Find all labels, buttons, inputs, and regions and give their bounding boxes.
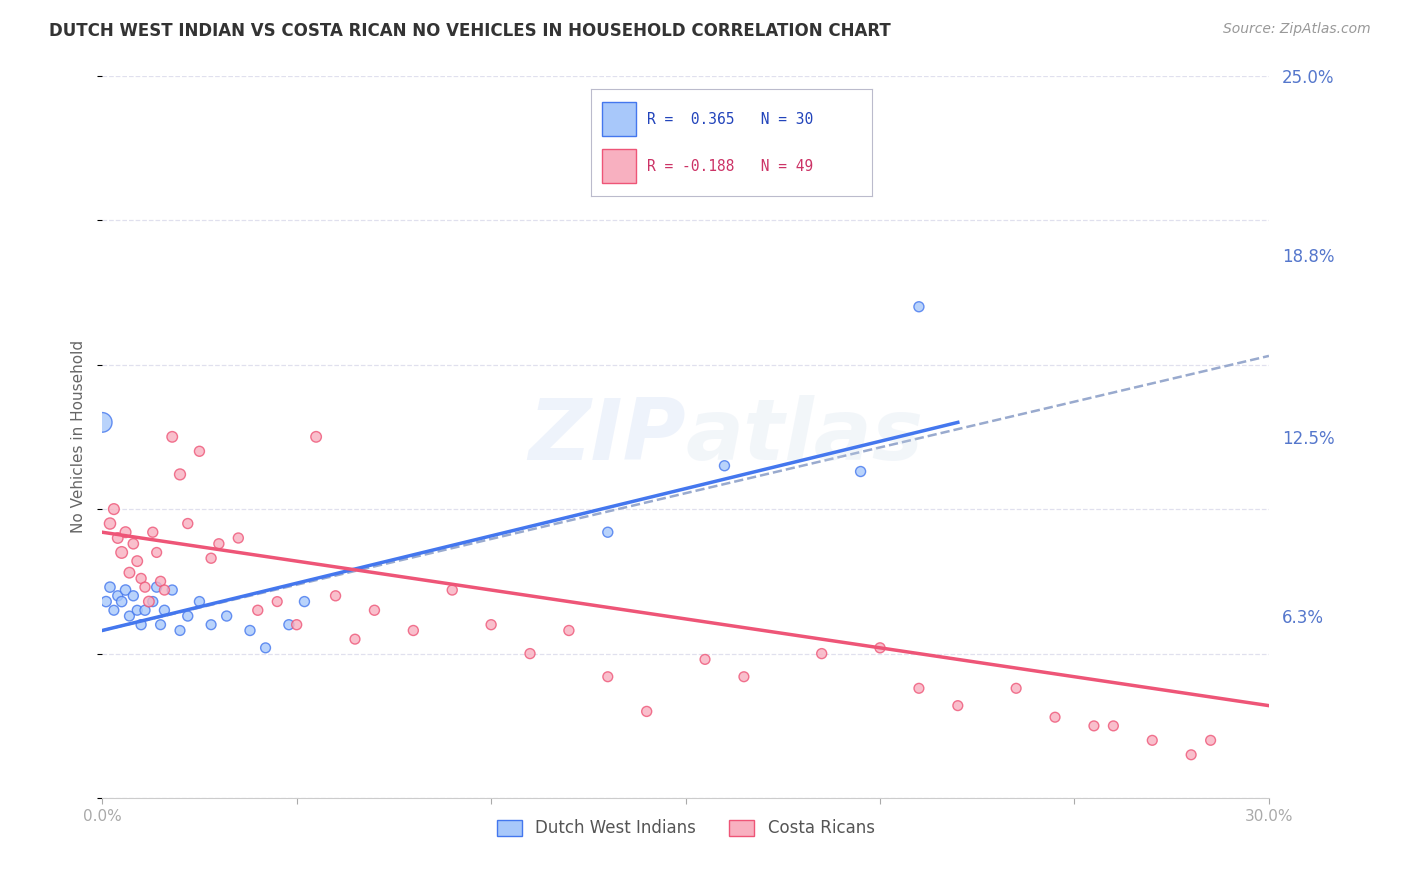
Text: atlas: atlas bbox=[686, 395, 924, 478]
Point bbox=[1083, 719, 1105, 733]
Point bbox=[129, 617, 152, 632]
Point bbox=[111, 594, 134, 608]
Point bbox=[118, 566, 141, 580]
Point bbox=[343, 632, 366, 647]
Point bbox=[200, 551, 222, 566]
Point bbox=[215, 609, 238, 624]
Point bbox=[246, 603, 269, 617]
Point bbox=[285, 617, 308, 632]
Point bbox=[153, 582, 176, 597]
Point bbox=[849, 465, 872, 479]
Point bbox=[138, 594, 160, 608]
Point bbox=[325, 589, 347, 603]
Y-axis label: No Vehicles in Household: No Vehicles in Household bbox=[72, 340, 86, 533]
Point bbox=[908, 300, 931, 314]
Point bbox=[107, 589, 129, 603]
Point bbox=[160, 430, 183, 444]
Point bbox=[228, 531, 250, 545]
Point bbox=[479, 617, 502, 632]
Legend: Dutch West Indians, Costa Ricans: Dutch West Indians, Costa Ricans bbox=[489, 813, 882, 844]
Point bbox=[1043, 710, 1066, 724]
Point bbox=[103, 502, 125, 516]
Bar bbox=[602, 149, 636, 184]
Point bbox=[107, 531, 129, 545]
Point bbox=[200, 617, 222, 632]
Text: R =  0.365   N = 30: R = 0.365 N = 30 bbox=[647, 112, 813, 127]
Point bbox=[145, 580, 167, 594]
Point bbox=[160, 582, 183, 597]
Point bbox=[239, 624, 262, 638]
Point bbox=[1199, 733, 1222, 747]
Point bbox=[142, 594, 165, 608]
Point bbox=[693, 652, 716, 666]
Point bbox=[266, 594, 288, 608]
Point bbox=[111, 545, 134, 559]
Point bbox=[127, 554, 149, 568]
Point bbox=[177, 609, 200, 624]
Text: R = -0.188   N = 49: R = -0.188 N = 49 bbox=[647, 159, 813, 174]
Point bbox=[713, 458, 735, 473]
Point bbox=[305, 430, 328, 444]
Point bbox=[98, 516, 121, 531]
Point bbox=[294, 594, 316, 608]
Point bbox=[153, 603, 176, 617]
Point bbox=[946, 698, 969, 713]
Point bbox=[145, 545, 167, 559]
Bar bbox=[602, 102, 636, 136]
Point bbox=[103, 603, 125, 617]
Point bbox=[1102, 719, 1125, 733]
Text: DUTCH WEST INDIAN VS COSTA RICAN NO VEHICLES IN HOUSEHOLD CORRELATION CHART: DUTCH WEST INDIAN VS COSTA RICAN NO VEHI… bbox=[49, 22, 891, 40]
Point bbox=[208, 537, 231, 551]
Point bbox=[149, 617, 172, 632]
Point bbox=[127, 603, 149, 617]
Point bbox=[118, 609, 141, 624]
Text: ZIP: ZIP bbox=[527, 395, 686, 478]
Point bbox=[129, 572, 152, 586]
Point bbox=[169, 467, 191, 482]
Point bbox=[636, 705, 658, 719]
Point bbox=[91, 416, 114, 430]
Point bbox=[908, 681, 931, 696]
Point bbox=[169, 624, 191, 638]
Point bbox=[98, 580, 121, 594]
Text: Source: ZipAtlas.com: Source: ZipAtlas.com bbox=[1223, 22, 1371, 37]
Point bbox=[122, 589, 145, 603]
Point bbox=[134, 603, 156, 617]
Point bbox=[519, 647, 541, 661]
Point bbox=[254, 640, 277, 655]
Point bbox=[134, 580, 156, 594]
Point bbox=[558, 624, 581, 638]
Point bbox=[869, 640, 891, 655]
Point bbox=[441, 582, 464, 597]
Point bbox=[114, 582, 136, 597]
Point bbox=[122, 537, 145, 551]
Point bbox=[1180, 747, 1202, 762]
Point bbox=[177, 516, 200, 531]
Point bbox=[94, 594, 117, 608]
Point bbox=[1142, 733, 1164, 747]
Point bbox=[188, 444, 211, 458]
Point bbox=[114, 525, 136, 540]
Point bbox=[733, 670, 755, 684]
Point bbox=[1005, 681, 1028, 696]
Point bbox=[596, 670, 619, 684]
Point bbox=[810, 647, 832, 661]
Point bbox=[363, 603, 385, 617]
Point bbox=[149, 574, 172, 589]
Point bbox=[277, 617, 299, 632]
Point bbox=[142, 525, 165, 540]
Point bbox=[188, 594, 211, 608]
Point bbox=[596, 525, 619, 540]
Point bbox=[402, 624, 425, 638]
